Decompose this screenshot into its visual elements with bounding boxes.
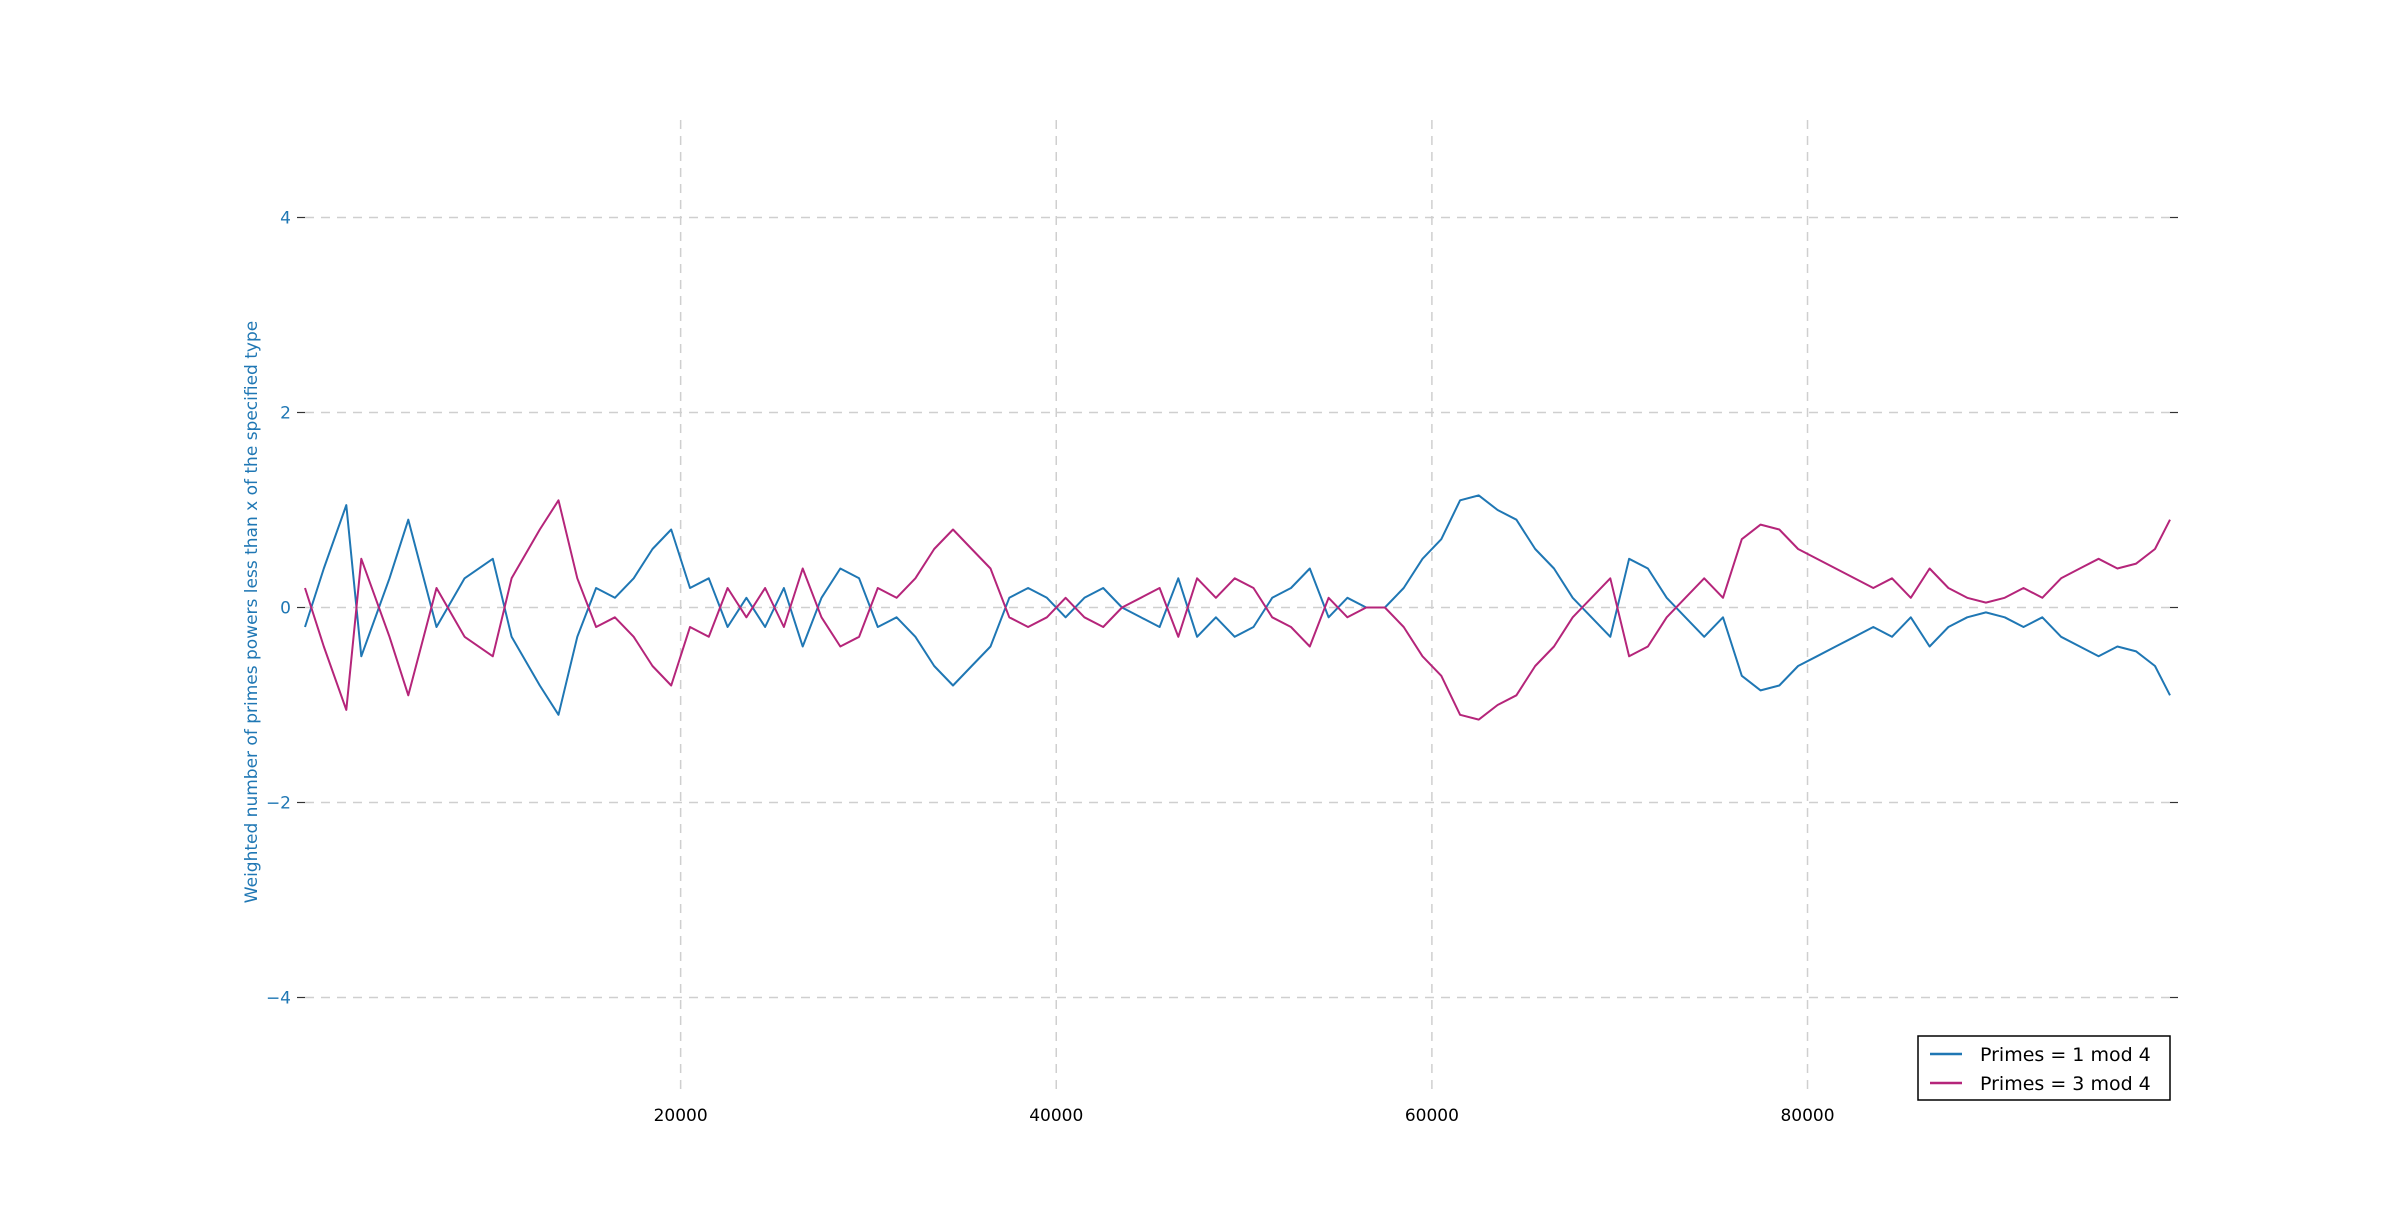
legend-label: Primes = 1 mod 4 xyxy=(1980,1044,2151,1066)
x-tick-label: 60000 xyxy=(1405,1106,1459,1126)
legend-label: Primes = 3 mod 4 xyxy=(1980,1073,2151,1095)
y-tick-label: −4 xyxy=(266,989,291,1009)
legend: Primes = 1 mod 4 Primes = 3 mod 4 xyxy=(1917,1035,2171,1101)
x-tick-label: 80000 xyxy=(1780,1106,1834,1126)
y-tick-label: −2 xyxy=(266,794,291,814)
y-axis-label: Weighted number of primes powers less th… xyxy=(242,321,262,903)
y-tick-label: 4 xyxy=(280,209,291,229)
grid xyxy=(305,120,2170,1095)
series-line-1 xyxy=(304,494,2171,716)
axis-ticks: 20000 40000 60000 80000 4 2 0 −2 −4 xyxy=(266,209,2178,1126)
x-tick-label: 20000 xyxy=(654,1106,708,1126)
y-tick-label: 0 xyxy=(280,599,291,619)
series-line-2 xyxy=(304,499,2171,721)
y-tick-label: 2 xyxy=(280,404,291,424)
legend-box xyxy=(1917,1035,2171,1101)
series-lines xyxy=(304,494,2171,721)
x-tick-label: 40000 xyxy=(1029,1106,1083,1126)
